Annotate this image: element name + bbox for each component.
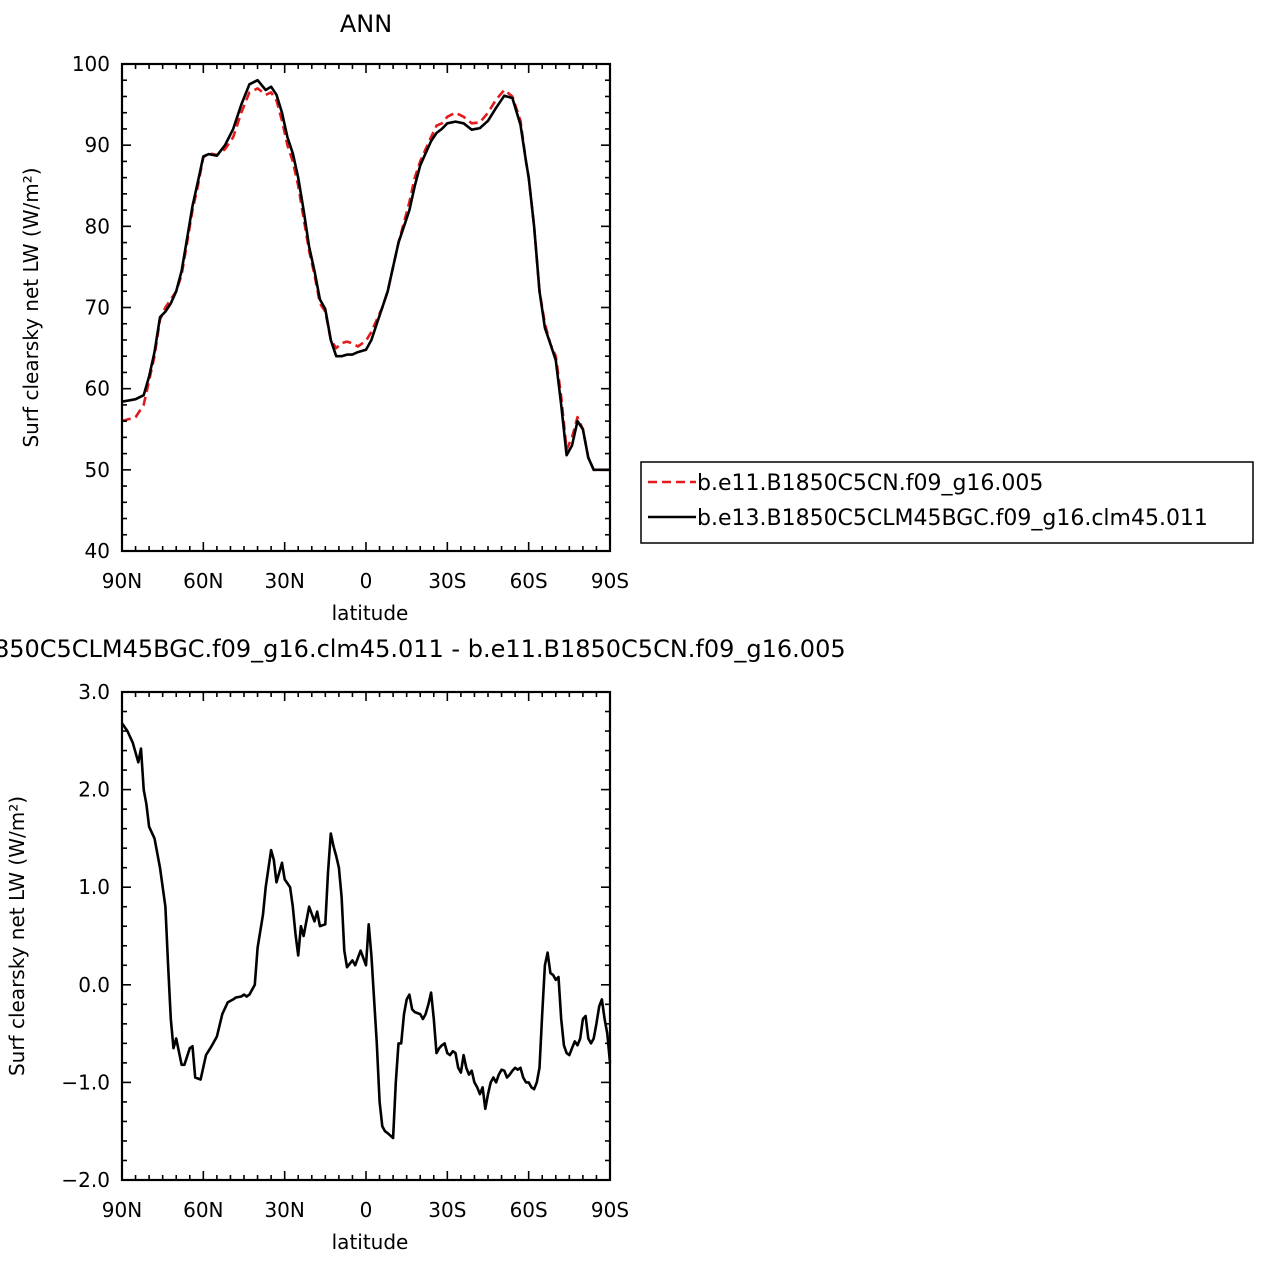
y-axis-label: Surf clearsky net LW (W/m²) [5, 796, 29, 1076]
x-tick-label: 90N [102, 569, 142, 593]
bottom-chart: 90N 60N 30N 0 30S 60S 90S −2.0 −1.0 0.0 1.0 2.0 3.0 l… [0, 635, 846, 1254]
x-tick-label: 60N [183, 1198, 223, 1222]
chart-title: ANN [340, 10, 392, 38]
plot-frame [120, 62, 612, 553]
y-tick-label: −2.0 [61, 1168, 110, 1192]
y-tick-label: −1.0 [61, 1070, 110, 1094]
y-tick-label: 0.0 [78, 973, 110, 997]
series-line-1 [121, 78, 610, 472]
x-axis-label: latitude [332, 1230, 409, 1254]
x-tick-label: 90S [591, 1198, 629, 1222]
chart-title: b.e13.B1850C5CLM45BGC.f09_g16.clm45.011 … [0, 635, 846, 663]
x-tick-label: 60S [510, 569, 548, 593]
y-tick-label: 90 [85, 133, 110, 157]
y-tick-label: 60 [85, 377, 110, 401]
x-tick-label: 0 [360, 1198, 373, 1222]
legend-box [640, 461, 1254, 544]
top-chart: 90N 60N 30N 0 30S 60S 90S 40 50 60 70 80 90 100 latitu… [19, 10, 629, 625]
y-tick-label: 100 [72, 52, 110, 76]
x-tick-label: 90N [102, 1198, 142, 1222]
series-line-0 [121, 87, 610, 472]
y-tick-label: 70 [85, 296, 110, 320]
x-axis-label: latitude [332, 601, 409, 625]
y-tick-label: 3.0 [78, 680, 110, 704]
plot-frame [120, 690, 612, 1182]
y-axis-label: Surf clearsky net LW (W/m²) [19, 167, 43, 447]
x-tick-label: 60N [183, 569, 223, 593]
legend-label-0: b.e11.B1850C5CN.f09_g16.005 [697, 471, 1043, 496]
legend: b.e11.B1850C5CN.f09_g16.005 b.e13.B1850C5… [640, 461, 1254, 544]
y-tick-label: 40 [85, 539, 110, 563]
y-tick-label: 50 [85, 458, 110, 482]
x-tick-label: 0 [360, 569, 373, 593]
y-tick-label: 1.0 [78, 875, 110, 899]
y-tick-label: 80 [85, 214, 110, 238]
x-tick-label: 60S [510, 1198, 548, 1222]
x-tick-label: 30N [264, 569, 304, 593]
x-tick-label: 30S [428, 569, 466, 593]
x-tick-label: 30S [428, 1198, 466, 1222]
x-tick-label: 90S [591, 569, 629, 593]
y-tick-label: 2.0 [78, 778, 110, 802]
legend-label-1: b.e13.B1850C5CLM45BGC.f09_g16.clm45.011 [697, 506, 1208, 531]
x-tick-label: 30N [264, 1198, 304, 1222]
series-line-0 [120, 722, 612, 1140]
